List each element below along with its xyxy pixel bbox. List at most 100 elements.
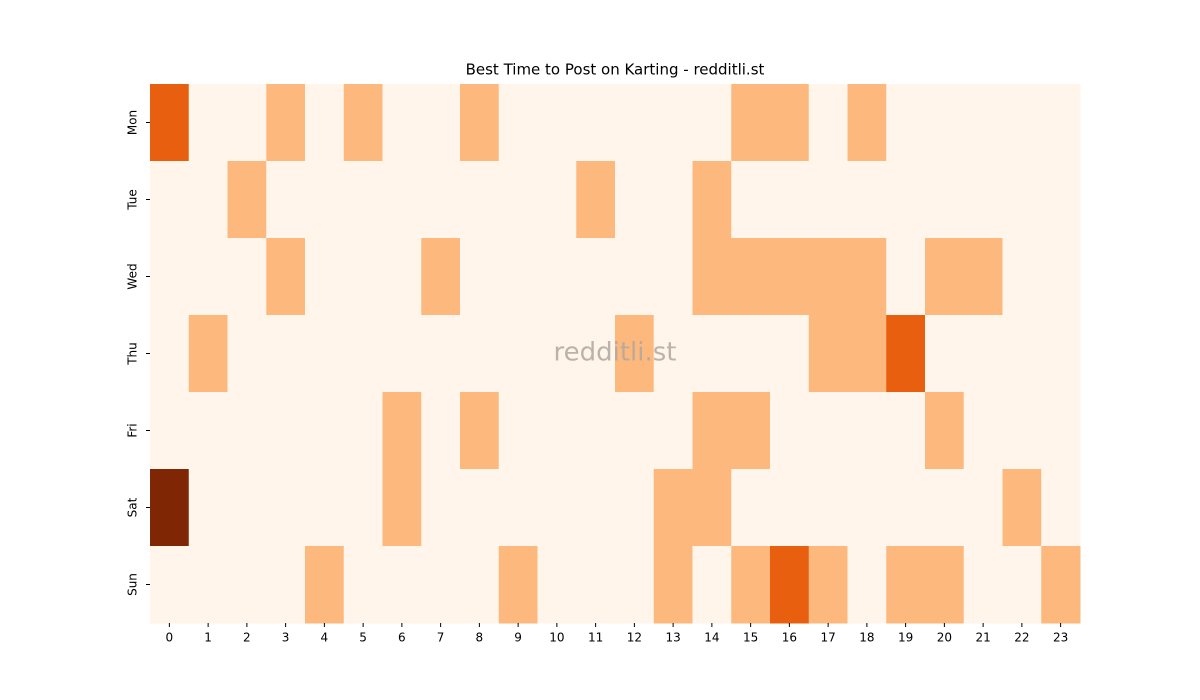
heat-cell xyxy=(653,238,693,316)
heat-cell xyxy=(1002,546,1042,624)
x-tick-label: 17 xyxy=(820,631,835,645)
heat-cell xyxy=(615,84,655,162)
heat-cell xyxy=(266,469,306,547)
x-tick-label: 10 xyxy=(549,631,564,645)
heat-cell xyxy=(925,161,965,239)
heat-cell xyxy=(421,238,461,316)
heat-cell xyxy=(460,315,500,393)
heat-cell xyxy=(925,315,965,393)
heat-cell xyxy=(692,546,732,624)
heat-cell xyxy=(460,546,500,624)
heat-cell xyxy=(305,546,345,624)
heat-cell xyxy=(498,161,538,239)
heat-cell xyxy=(963,315,1003,393)
heat-cell xyxy=(925,84,965,162)
x-tick-label: 9 xyxy=(514,631,522,645)
heat-cell xyxy=(1002,392,1042,470)
y-tick-label: Sat xyxy=(126,497,140,517)
x-tick-label: 3 xyxy=(282,631,290,645)
heat-cell xyxy=(150,315,190,393)
heat-cell xyxy=(305,315,345,393)
heat-cell xyxy=(150,238,190,316)
heat-cell xyxy=(615,392,655,470)
heat-cell xyxy=(731,84,771,162)
heat-cell xyxy=(847,546,887,624)
x-tick-label: 22 xyxy=(1014,631,1029,645)
heat-cell xyxy=(150,161,190,239)
heat-cell xyxy=(498,469,538,547)
heat-cell xyxy=(1002,238,1042,316)
heat-cell xyxy=(421,161,461,239)
heat-cell xyxy=(343,161,383,239)
heat-cell xyxy=(886,315,926,393)
heat-cell xyxy=(305,392,345,470)
heat-cell xyxy=(537,238,577,316)
heat-cell xyxy=(305,469,345,547)
heat-cell xyxy=(770,315,810,393)
watermark: redditli.st xyxy=(554,338,677,368)
heat-cell xyxy=(731,315,771,393)
heat-cell xyxy=(1041,161,1081,239)
heat-cell xyxy=(150,469,190,547)
heat-cell xyxy=(963,161,1003,239)
heat-cell xyxy=(343,469,383,547)
heat-cell xyxy=(886,469,926,547)
heat-cell xyxy=(343,84,383,162)
x-tick-label: 23 xyxy=(1053,631,1068,645)
x-tick-label: 19 xyxy=(898,631,913,645)
heat-cell xyxy=(576,546,616,624)
heat-cell xyxy=(1041,469,1081,547)
heatmap-cells xyxy=(150,84,1081,624)
heat-cell xyxy=(925,238,965,316)
x-tick-label: 4 xyxy=(321,631,329,645)
heat-cell xyxy=(731,546,771,624)
y-tick-label: Thu xyxy=(126,342,140,366)
x-tick-label: 0 xyxy=(166,631,174,645)
heat-cell xyxy=(460,161,500,239)
heat-cell xyxy=(808,84,848,162)
heat-cell xyxy=(266,161,306,239)
heat-cell xyxy=(576,392,616,470)
x-tick-label: 20 xyxy=(937,631,952,645)
x-tick-label: 12 xyxy=(627,631,642,645)
heat-cell xyxy=(731,238,771,316)
heat-cell xyxy=(847,161,887,239)
heat-cell xyxy=(498,546,538,624)
heat-cell xyxy=(343,392,383,470)
heat-cell xyxy=(382,469,422,547)
heat-cell xyxy=(847,392,887,470)
heat-cell xyxy=(1041,315,1081,393)
heat-cell xyxy=(227,469,267,547)
heat-cell xyxy=(421,84,461,162)
heat-cell xyxy=(576,238,616,316)
heat-cell xyxy=(498,84,538,162)
heat-cell xyxy=(460,84,500,162)
heat-cell xyxy=(227,84,267,162)
heat-cell xyxy=(460,469,500,547)
heat-cell xyxy=(188,392,228,470)
heat-cell xyxy=(421,315,461,393)
heat-cell xyxy=(692,161,732,239)
heat-cell xyxy=(731,469,771,547)
heat-cell xyxy=(1041,238,1081,316)
heat-cell xyxy=(227,546,267,624)
heat-cell xyxy=(886,392,926,470)
heat-cell xyxy=(305,238,345,316)
heat-cell xyxy=(770,84,810,162)
heat-cell xyxy=(886,546,926,624)
heat-cell xyxy=(653,84,693,162)
heat-cell xyxy=(770,392,810,470)
x-tick-label: 16 xyxy=(782,631,797,645)
heat-cell xyxy=(615,315,655,393)
heat-cell xyxy=(537,469,577,547)
heat-cell xyxy=(498,392,538,470)
heat-cell xyxy=(576,469,616,547)
y-tick-label: Tue xyxy=(126,189,140,211)
heat-cell xyxy=(460,392,500,470)
heat-cell xyxy=(847,84,887,162)
heat-cell xyxy=(188,469,228,547)
heat-cell xyxy=(653,315,693,393)
heat-cell xyxy=(808,238,848,316)
heat-cell xyxy=(770,546,810,624)
heat-cell xyxy=(847,238,887,316)
